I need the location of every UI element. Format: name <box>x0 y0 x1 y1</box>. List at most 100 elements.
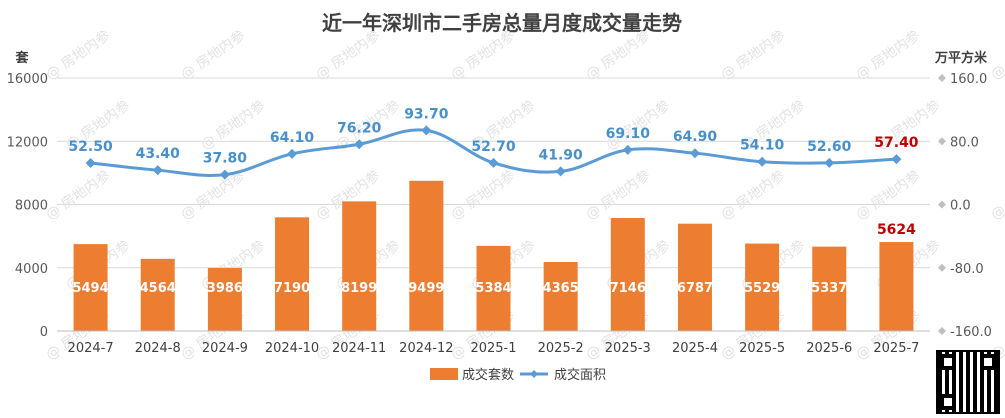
line-value-label: 41.90 <box>539 147 584 163</box>
bar <box>409 180 444 331</box>
left-tick-label: 4000 <box>15 262 48 277</box>
left-tick-label: 0 <box>40 325 48 340</box>
line-point <box>689 148 700 159</box>
line-series: 52.50 43.40 37.80 64.10 76.20 93.70 52.70 41.90… <box>68 106 919 180</box>
line-value-label: 43.40 <box>136 146 181 162</box>
bar <box>207 267 242 331</box>
x-tick-label: 2025-4 <box>672 341 718 356</box>
line-point <box>622 144 633 155</box>
watermark-text: @ 房地内参 <box>988 27 1005 84</box>
bar-value-label: 5529 <box>744 281 780 296</box>
watermark-text: @ 房地内参 <box>853 27 924 84</box>
watermark-text: @ 房地内参 <box>583 27 654 84</box>
bar-value-label: 8199 <box>341 281 377 296</box>
watermark-text: @ 房地内参 <box>448 27 519 84</box>
bar <box>73 244 108 331</box>
line-value-label: 57.40 <box>874 135 919 151</box>
right-tick-label: 80.0 <box>950 135 979 150</box>
bar-value-label: 6787 <box>677 281 713 296</box>
watermark-text: @ 房地内参 <box>43 167 114 224</box>
legend-label-line: 成交面积 <box>554 367 606 383</box>
watermark-text: @ 房地内参 <box>313 27 384 84</box>
bar <box>879 242 914 331</box>
bar-series: 5494 4564 3986 7190 8199 9499 5384 4365 7146 6787… <box>72 180 916 331</box>
line-point <box>354 139 365 150</box>
right-tick-marker <box>938 327 946 335</box>
x-tick-label: 2025-5 <box>739 341 785 356</box>
left-tick-label: 12000 <box>7 135 48 150</box>
bar-value-label: 9499 <box>408 281 444 296</box>
x-tick-label: 2025-2 <box>538 341 584 356</box>
line-point <box>85 157 96 168</box>
right-tick-marker <box>938 200 946 209</box>
bar-value-label: 3986 <box>207 281 243 296</box>
chart-title: 近一年深圳市二手房总量月度成交量走势 <box>322 11 682 35</box>
line-value-label: 64.90 <box>673 129 718 145</box>
left-tick-label: 8000 <box>15 199 48 214</box>
legend-label-bar: 成交套数 <box>462 367 514 383</box>
line-value-label: 93.70 <box>404 106 449 122</box>
x-tick-label: 2025-1 <box>470 341 516 356</box>
line-value-label: 52.60 <box>807 139 852 155</box>
watermark-text: @ 房地内参 <box>198 97 269 154</box>
bar <box>543 261 578 331</box>
bar-value-label: 5384 <box>475 281 511 296</box>
line-point <box>287 148 298 159</box>
bar <box>476 245 511 331</box>
bar <box>812 246 847 331</box>
x-tick-label: 2024-10 <box>265 341 319 356</box>
watermark-text: @ 房地内参 <box>178 27 249 84</box>
x-tick-label: 2024-7 <box>68 341 114 356</box>
line-point <box>824 157 835 168</box>
line-value-label: 52.50 <box>68 139 113 155</box>
bar-value-label: 7190 <box>274 281 310 296</box>
bar-value-label: 4564 <box>140 281 176 296</box>
x-tick-label: 2024-9 <box>202 341 248 356</box>
x-tick-label: 2024-8 <box>135 341 181 356</box>
bar <box>275 217 310 331</box>
x-tick-label: 2024-11 <box>332 341 386 356</box>
bar <box>677 223 712 331</box>
right-tick-marker <box>938 74 946 82</box>
line-point <box>152 165 163 176</box>
right-tick-marker <box>938 263 946 272</box>
right-tick-marker <box>938 137 946 146</box>
line-value-label: 64.10 <box>270 130 315 146</box>
left-axis-unit: 套 <box>14 50 29 66</box>
bar <box>140 258 175 331</box>
x-tick-label: 2025-7 <box>873 341 919 356</box>
watermark-text: @ 房地内参 <box>583 167 654 224</box>
watermark-text: @ 房地内参 <box>718 167 789 224</box>
line-value-label: 54.10 <box>740 138 785 154</box>
left-tick-label: 16000 <box>7 72 48 87</box>
legend-marker-line <box>530 370 538 378</box>
legend-swatch-bar <box>430 368 458 380</box>
bar-value-label: 5337 <box>811 281 847 296</box>
bar <box>610 218 645 331</box>
watermark-text: @ 房地内参 <box>988 167 1005 224</box>
line-point <box>219 169 230 180</box>
watermark-text: @ 房地内参 <box>448 167 519 224</box>
watermark-text: @ 房地内参 <box>718 27 789 84</box>
x-tick-label: 2025-3 <box>605 341 651 356</box>
line-value-label: 69.10 <box>606 126 651 142</box>
right-tick-label: 160.0 <box>950 72 987 87</box>
bar <box>745 243 780 331</box>
line-value-label: 76.20 <box>337 120 382 136</box>
line-point <box>757 156 768 167</box>
bar <box>342 201 377 331</box>
line-point <box>421 125 432 136</box>
bar-value-label: 4365 <box>543 281 579 296</box>
line-point <box>488 157 499 168</box>
bar-value-label: 7146 <box>610 281 646 296</box>
x-tick-label: 2025-6 <box>806 341 852 356</box>
axes: 0 4000 8000 12000 16000 -160.0 -80.0 0.0 80.0 160… <box>7 72 992 356</box>
line-point <box>891 154 902 165</box>
bar-value-label: 5624 <box>877 222 916 238</box>
watermark-text: @ 房地内参 <box>853 167 924 224</box>
line-value-label: 52.70 <box>471 139 516 155</box>
right-tick-label: 0.0 <box>950 199 971 214</box>
line-point <box>555 166 566 177</box>
